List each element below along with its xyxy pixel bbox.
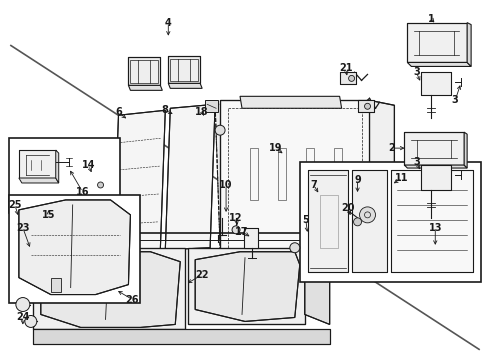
Circle shape bbox=[16, 298, 30, 311]
Circle shape bbox=[348, 75, 354, 81]
Text: 13: 13 bbox=[427, 223, 441, 233]
Text: 10: 10 bbox=[219, 180, 232, 190]
Polygon shape bbox=[407, 62, 470, 67]
Polygon shape bbox=[404, 165, 466, 168]
Text: 24: 24 bbox=[16, 312, 30, 323]
Text: 16: 16 bbox=[76, 187, 89, 197]
Polygon shape bbox=[369, 100, 394, 255]
Polygon shape bbox=[195, 252, 299, 321]
Text: 2: 2 bbox=[387, 143, 394, 153]
Bar bbox=[9, 138, 120, 213]
Text: 3: 3 bbox=[412, 67, 419, 77]
Text: 22: 22 bbox=[195, 270, 208, 280]
Polygon shape bbox=[240, 96, 341, 108]
Polygon shape bbox=[339, 72, 355, 84]
Text: 11: 11 bbox=[394, 173, 407, 183]
Circle shape bbox=[232, 226, 240, 234]
Polygon shape bbox=[41, 252, 180, 328]
Text: 14: 14 bbox=[81, 160, 95, 170]
Circle shape bbox=[353, 218, 361, 226]
Polygon shape bbox=[188, 248, 304, 324]
Text: 9: 9 bbox=[353, 175, 360, 185]
Text: 18: 18 bbox=[195, 107, 208, 117]
Polygon shape bbox=[357, 100, 373, 112]
Polygon shape bbox=[421, 165, 450, 190]
Polygon shape bbox=[33, 248, 185, 329]
Polygon shape bbox=[351, 170, 386, 272]
Text: 1: 1 bbox=[427, 14, 434, 24]
Text: 6: 6 bbox=[115, 107, 122, 117]
Text: 20: 20 bbox=[340, 203, 354, 213]
Polygon shape bbox=[220, 100, 369, 255]
Text: 25: 25 bbox=[8, 200, 21, 210]
Text: 4: 4 bbox=[164, 18, 171, 28]
Text: 5: 5 bbox=[302, 215, 308, 225]
Text: 15: 15 bbox=[42, 210, 56, 220]
Polygon shape bbox=[168, 84, 202, 88]
Polygon shape bbox=[466, 23, 470, 67]
Polygon shape bbox=[19, 200, 130, 294]
Text: 8: 8 bbox=[162, 105, 168, 115]
Polygon shape bbox=[304, 255, 329, 324]
Bar bbox=[9, 195, 140, 302]
Text: 7: 7 bbox=[310, 180, 316, 190]
Polygon shape bbox=[463, 132, 466, 168]
Text: 23: 23 bbox=[16, 223, 30, 233]
Polygon shape bbox=[244, 228, 258, 248]
Circle shape bbox=[359, 207, 375, 223]
Text: 12: 12 bbox=[229, 213, 242, 223]
Text: 26: 26 bbox=[125, 294, 139, 305]
Circle shape bbox=[289, 243, 299, 253]
Text: 3: 3 bbox=[412, 157, 419, 167]
Text: 19: 19 bbox=[268, 143, 282, 153]
Polygon shape bbox=[19, 178, 59, 183]
Polygon shape bbox=[33, 329, 329, 345]
Polygon shape bbox=[168, 57, 200, 84]
Polygon shape bbox=[205, 100, 218, 112]
Circle shape bbox=[25, 315, 37, 328]
Polygon shape bbox=[307, 170, 347, 272]
Polygon shape bbox=[421, 72, 450, 95]
Polygon shape bbox=[165, 104, 215, 250]
Polygon shape bbox=[19, 150, 56, 178]
Polygon shape bbox=[56, 150, 59, 183]
Circle shape bbox=[215, 125, 224, 135]
Polygon shape bbox=[128, 58, 160, 85]
Polygon shape bbox=[215, 102, 269, 248]
Polygon shape bbox=[51, 278, 61, 292]
Circle shape bbox=[364, 103, 370, 109]
Text: 17: 17 bbox=[235, 227, 248, 237]
Circle shape bbox=[98, 182, 103, 188]
Text: 21: 21 bbox=[338, 63, 352, 73]
Bar bbox=[299, 162, 480, 282]
Polygon shape bbox=[407, 23, 466, 62]
Text: 3: 3 bbox=[451, 95, 458, 105]
Polygon shape bbox=[390, 170, 472, 272]
Polygon shape bbox=[404, 132, 463, 165]
Polygon shape bbox=[128, 85, 162, 90]
Polygon shape bbox=[113, 110, 165, 252]
